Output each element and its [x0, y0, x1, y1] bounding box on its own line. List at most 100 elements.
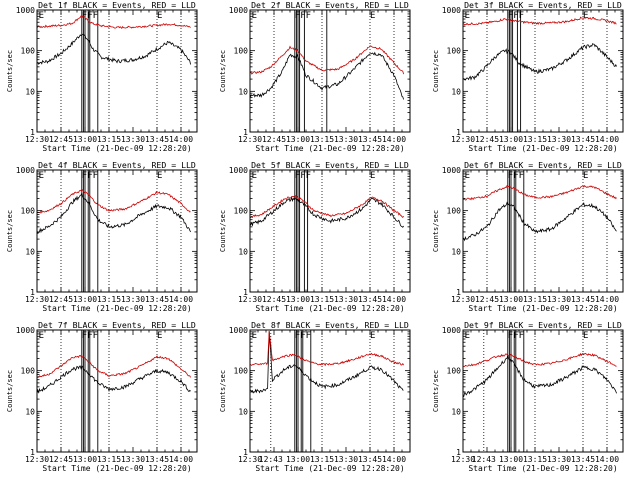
x-tick-label: 13:00 — [73, 455, 97, 464]
x-tick-label: 12:30 — [451, 295, 475, 304]
x-tick-label: 13:15 — [310, 295, 334, 304]
marker-label: E — [583, 11, 588, 21]
marker-label: FFF — [82, 171, 98, 181]
x-tick-label: 14:00 — [169, 295, 193, 304]
x-tick-label: 12:45 — [49, 135, 73, 144]
x-tick-label: 13:30 — [334, 295, 358, 304]
y-tick-label: 100 — [234, 367, 249, 376]
y-tick-label: 1000 — [16, 6, 35, 15]
series-line-lld — [463, 352, 617, 368]
x-tick-label: 13:15 — [97, 455, 121, 464]
y-tick-label: 100 — [447, 47, 462, 56]
x-tick-label: 13:00 — [499, 135, 523, 144]
marker-label: E — [370, 11, 375, 21]
x-tick-label: 12:43 — [259, 455, 283, 464]
x-tick-label: 12:45 — [475, 135, 499, 144]
x-axis-label: Start Time (21-Dec-09 12:28:20) — [255, 464, 404, 473]
y-tick-label: 1 — [456, 128, 461, 137]
chart-title: Det 9f BLACK = Events, RED = LLD — [464, 320, 622, 330]
chart-title: Det 1f BLACK = Events, RED = LLD — [38, 0, 196, 10]
x-tick-label: 12:30 — [451, 455, 475, 464]
x-tick-label: 13:45 — [145, 295, 169, 304]
marker-label: E — [252, 331, 257, 341]
y-axis-label: Counts/sec — [219, 370, 227, 412]
y-axis-label: Counts/sec — [432, 210, 440, 252]
x-tick-label: 13:15 — [523, 135, 547, 144]
x-tick-label: 13:45 — [358, 135, 382, 144]
y-tick-label: 1000 — [442, 166, 461, 175]
y-tick-label: 100 — [234, 207, 249, 216]
series-line-events — [463, 353, 617, 398]
x-tick-label: 12:45 — [262, 295, 286, 304]
y-tick-label: 1 — [243, 288, 248, 297]
x-tick-label: 13:30 — [121, 455, 145, 464]
series-line-lld — [250, 330, 404, 367]
y-tick-label: 1 — [30, 128, 35, 137]
x-tick-label: 13:00 — [499, 295, 523, 304]
marker-label: E — [39, 171, 44, 181]
x-axis-label: Start Time (21-Dec-09 12:28:20) — [468, 464, 617, 473]
y-tick-label: 100 — [447, 207, 462, 216]
marker-label: E — [39, 331, 44, 341]
x-axis-label: Start Time (21-Dec-09 12:28:20) — [255, 144, 404, 153]
x-tick-label: 13:00 — [499, 455, 523, 464]
series-line-lld — [463, 184, 617, 201]
y-axis-label: Counts/sec — [6, 210, 14, 252]
x-tick-label: 13:00 — [286, 295, 310, 304]
x-tick-label: 14:00 — [382, 455, 406, 464]
marker-label: E — [157, 171, 162, 181]
x-tick-label: 13:30 — [547, 295, 571, 304]
series-line-events — [463, 43, 617, 81]
x-axis-label: Start Time (21-Dec-09 12:28:20) — [42, 304, 191, 313]
x-tick-label: 14:00 — [169, 135, 193, 144]
x-tick-label: 13:15 — [310, 455, 334, 464]
x-tick-label: 14:00 — [382, 135, 406, 144]
chart-title: Det 6f BLACK = Events, RED = LLD — [464, 160, 622, 170]
marker-label: E — [465, 171, 470, 181]
x-tick-label: 12:30 — [238, 295, 262, 304]
x-tick-label: 13:15 — [310, 135, 334, 144]
marker-label: FFF — [295, 331, 311, 341]
x-tick-label: 13:30 — [547, 455, 571, 464]
y-tick-label: 1 — [456, 448, 461, 457]
y-tick-label: 1 — [30, 448, 35, 457]
y-tick-label: 10 — [451, 87, 461, 96]
chart-title: Det 4f BLACK = Events, RED = LLD — [38, 160, 196, 170]
marker-label: FFF — [508, 331, 524, 341]
series-line-events — [250, 196, 404, 228]
marker-label: FFF — [508, 11, 524, 21]
x-tick-label: 12:43 — [472, 455, 496, 464]
x-tick-label: 12:45 — [262, 135, 286, 144]
marker-label: E — [370, 171, 375, 181]
y-axis-label: Counts/sec — [6, 370, 14, 412]
marker-label: E — [252, 11, 257, 21]
x-tick-label: 12:30 — [451, 135, 475, 144]
x-tick-label: 12:30 — [238, 455, 262, 464]
y-tick-label: 1000 — [442, 6, 461, 15]
x-axis-label: Start Time (21-Dec-09 12:28:20) — [468, 304, 617, 313]
x-tick-label: 13:45 — [358, 295, 382, 304]
marker-label: E — [157, 11, 162, 21]
x-tick-label: 12:45 — [475, 295, 499, 304]
series-line-lld — [37, 354, 191, 378]
x-tick-label: 13:45 — [145, 135, 169, 144]
y-tick-label: 1000 — [16, 166, 35, 175]
x-tick-label: 12:30 — [25, 295, 49, 304]
x-tick-label: 13:00 — [73, 295, 97, 304]
x-tick-label: 14:00 — [595, 295, 619, 304]
series-line-lld — [250, 45, 404, 75]
x-axis-label: Start Time (21-Dec-09 12:28:20) — [255, 304, 404, 313]
x-tick-label: 13:15 — [97, 295, 121, 304]
y-tick-label: 1 — [456, 288, 461, 297]
y-tick-label: 1 — [243, 128, 248, 137]
y-tick-label: 10 — [451, 407, 461, 416]
series-line-events — [37, 33, 191, 65]
chart-title: Det 7f BLACK = Events, RED = LLD — [38, 320, 196, 330]
x-tick-label: 13:45 — [571, 295, 595, 304]
x-tick-label: 13:15 — [97, 135, 121, 144]
x-tick-label: 13:30 — [334, 455, 358, 464]
